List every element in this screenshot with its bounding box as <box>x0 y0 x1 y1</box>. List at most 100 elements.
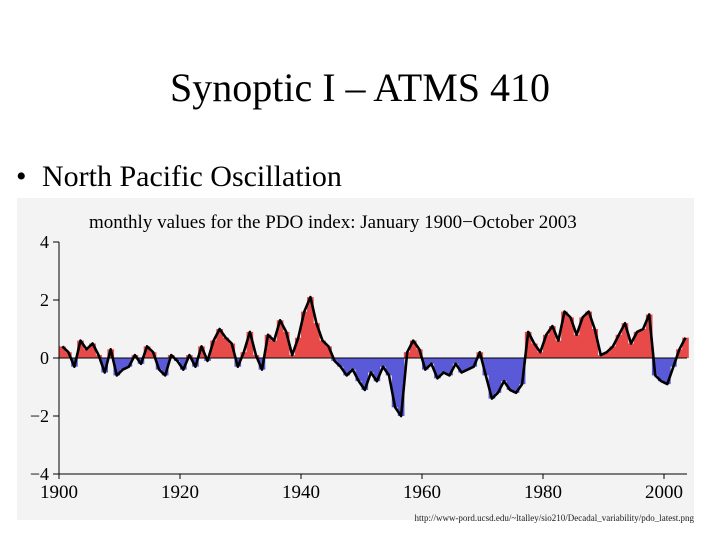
negative-anomaly-bar <box>101 358 109 373</box>
negative-anomaly-bar <box>119 358 127 370</box>
positive-anomaly-bar <box>573 334 580 358</box>
positive-anomaly-bar <box>682 337 689 358</box>
negative-anomaly-bar <box>670 358 677 367</box>
negative-anomaly-bar <box>434 358 441 379</box>
negative-anomaly-bar <box>373 358 381 382</box>
negative-anomaly-bar <box>180 358 187 370</box>
negative-anomaly-bar <box>506 358 514 390</box>
positive-anomaly-bar <box>627 343 635 358</box>
negative-anomaly-bar <box>355 358 363 382</box>
positive-anomaly-bar <box>609 346 617 358</box>
positive-anomaly-bar <box>301 311 308 358</box>
positive-anomaly-bar <box>198 346 205 358</box>
positive-anomaly-bar <box>143 346 151 358</box>
positive-anomaly-bar <box>216 329 223 358</box>
x-tick-label: 1960 <box>403 482 441 503</box>
positive-anomaly-bar <box>59 346 66 358</box>
x-tick-label: 1920 <box>161 482 199 503</box>
positive-anomaly-bar <box>676 349 683 358</box>
positive-anomaly-bar <box>83 349 90 358</box>
negative-anomaly-bar <box>422 358 429 370</box>
positive-anomaly-bar <box>524 331 532 358</box>
negative-anomaly-bar <box>446 358 453 376</box>
x-tick-label: 1980 <box>524 482 562 503</box>
negative-anomaly-bar <box>155 358 163 370</box>
negative-anomaly-bar <box>664 358 671 385</box>
positive-anomaly-bar <box>530 343 538 358</box>
negative-anomaly-bar <box>512 358 520 393</box>
bullet-marker: • <box>16 160 27 193</box>
positive-anomaly-bar <box>579 317 586 358</box>
positive-anomaly-bar <box>319 340 326 358</box>
positive-anomaly-bar <box>555 340 562 358</box>
negative-anomaly-bar <box>428 358 435 364</box>
positive-anomaly-bar <box>549 326 556 358</box>
bullet-text: North Pacific Oscillation <box>42 160 342 193</box>
negative-anomaly-bar <box>500 358 508 382</box>
negative-anomaly-bar <box>458 358 465 373</box>
positive-anomaly-bar <box>77 340 84 358</box>
positive-anomaly-bar <box>307 297 314 358</box>
positive-anomaly-bar <box>645 314 653 358</box>
positive-anomaly-bar <box>325 346 332 358</box>
negative-anomaly-bar <box>452 358 459 364</box>
chart-title: monthly values for the PDO index: Januar… <box>89 212 577 233</box>
negative-anomaly-bar <box>113 358 121 376</box>
positive-anomaly-bar <box>313 323 320 358</box>
pdo-index-line <box>61 295 687 418</box>
negative-anomaly-bar <box>385 358 393 376</box>
positive-anomaly-bar <box>536 352 544 358</box>
positive-anomaly-bar <box>228 343 236 358</box>
negative-anomaly-bar <box>657 358 665 382</box>
y-tick-label: −4 <box>30 464 49 484</box>
slide-title: Synoptic I – ATMS 410 <box>169 65 551 110</box>
negative-anomaly-bar <box>349 358 357 370</box>
negative-anomaly-bar <box>391 358 399 408</box>
negative-anomaly-bar <box>464 358 472 370</box>
negative-anomaly-bar <box>379 358 387 367</box>
positive-anomaly-bar <box>615 334 623 358</box>
axes <box>53 241 687 479</box>
positive-anomaly-bar <box>621 323 629 358</box>
negative-anomaly-bar <box>488 358 496 399</box>
negative-anomaly-bar <box>397 358 405 416</box>
positive-anomaly-bar <box>603 352 611 358</box>
negative-anomaly-bar <box>343 358 351 376</box>
y-tick-label: 2 <box>40 290 49 310</box>
positive-anomaly-bar <box>89 343 96 358</box>
x-tick-label: 2000 <box>645 482 683 503</box>
positive-anomaly-bar <box>561 311 568 358</box>
negative-anomaly-bar <box>367 358 375 373</box>
positive-anomaly-bar <box>288 355 296 358</box>
positive-anomaly-bar <box>585 311 593 358</box>
x-tick-label: 1940 <box>282 482 320 503</box>
positive-anomaly-bar <box>294 337 302 358</box>
pdo-chart-panel: monthly values for the PDO index: Januar… <box>17 198 694 523</box>
positive-anomaly-bar <box>222 337 230 358</box>
positive-anomaly-bar <box>567 317 574 358</box>
positive-anomaly-bar <box>276 320 284 358</box>
positive-anomaly-bar <box>543 334 550 358</box>
source-url: http://www-pord.ucsd.edu/~ltalley/sio210… <box>414 513 694 523</box>
negative-anomaly-bar <box>470 358 478 367</box>
negative-anomaly-bar <box>494 358 502 393</box>
bullet-item: • North Pacific Oscillation <box>16 162 342 192</box>
positive-anomaly-bar <box>633 331 641 358</box>
negative-anomaly-bar <box>361 358 369 390</box>
negative-anomaly-bar <box>482 358 490 376</box>
positive-anomaly-bar <box>409 340 417 358</box>
positive-anomaly-bar <box>591 329 599 358</box>
x-tick-label: 1900 <box>40 482 78 503</box>
y-tick-label: 0 <box>40 348 49 368</box>
positive-anomaly-bar <box>270 340 278 358</box>
positive-anomaly-bar <box>282 331 290 358</box>
y-tick-label: −2 <box>30 406 49 426</box>
positive-anomaly-bar <box>210 340 217 358</box>
negative-anomaly-bar <box>161 358 169 376</box>
y-tick-label: 4 <box>40 232 49 252</box>
negative-anomaly-bar <box>125 358 133 367</box>
positive-anomaly-bar <box>639 329 647 358</box>
negative-anomaly-bar <box>440 358 447 373</box>
positive-anomaly-bar <box>246 331 254 358</box>
